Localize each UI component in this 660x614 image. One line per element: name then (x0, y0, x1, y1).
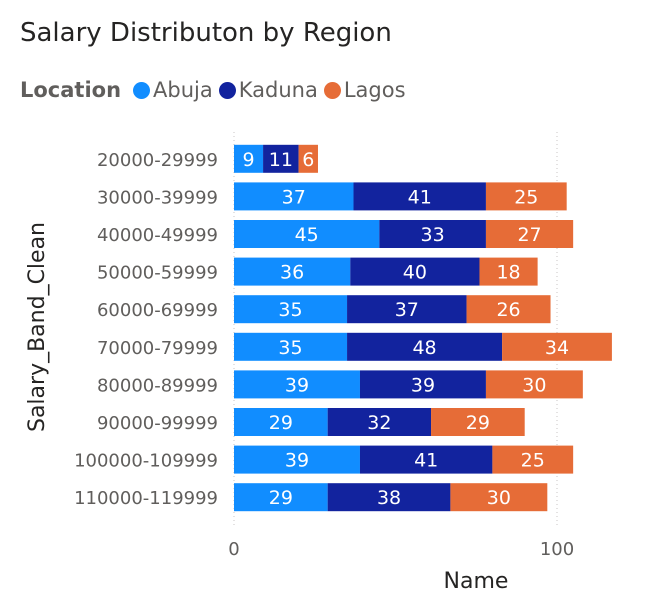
bar-abuja[interactable] (234, 220, 380, 248)
bar-kaduna[interactable] (353, 182, 486, 211)
data-label: 41 (408, 186, 432, 208)
bar-abuja[interactable] (234, 445, 360, 474)
data-label: 48 (412, 337, 436, 359)
data-label: 32 (367, 412, 391, 434)
legend-label-abuja: Abuja (153, 78, 213, 102)
category-label: 20000-29999 (97, 150, 218, 171)
bar-lagos[interactable] (466, 295, 551, 324)
bar-lagos[interactable] (492, 445, 574, 474)
data-label: 45 (295, 224, 319, 246)
bar-lagos[interactable] (485, 220, 574, 248)
bar-lagos[interactable] (502, 332, 612, 361)
bars: 9 11 6 37 41 25 45 33 27 36 40 18 35 37 26 35 48 34 39 39 30… (234, 144, 612, 512)
bar-kaduna[interactable] (327, 408, 432, 436)
legend-swatch-lagos (323, 81, 341, 99)
legend-swatch-abuja (133, 81, 151, 99)
data-label: 25 (521, 450, 545, 472)
bar-lagos[interactable] (431, 408, 525, 436)
bar-kaduna[interactable] (379, 220, 486, 248)
chart-title: Salary Distributon by Region (20, 18, 392, 48)
bar-kaduna[interactable] (347, 295, 467, 324)
legend-item-kaduna[interactable]: Kaduna (218, 78, 318, 102)
category-label: 40000-49999 (97, 225, 218, 246)
data-label: 25 (514, 186, 538, 208)
data-label: 39 (285, 450, 309, 472)
legend: Location Abuja Kaduna Lagos (20, 76, 412, 104)
data-label: 35 (278, 299, 302, 321)
legend-item-abuja[interactable]: Abuja (133, 78, 213, 102)
bar-abuja[interactable] (234, 408, 328, 436)
bar-abuja[interactable] (234, 370, 360, 399)
bar-kaduna[interactable] (350, 257, 480, 286)
data-label: 37 (395, 299, 419, 321)
bar-abuja[interactable] (234, 182, 354, 211)
category-label: 110000-119999 (74, 488, 218, 509)
x-tick-labels: 0 100 (228, 539, 574, 560)
legend-item-lagos[interactable]: Lagos (323, 78, 406, 102)
x-axis-title: Name (444, 569, 509, 594)
data-label: 34 (545, 337, 569, 359)
bar-abuja[interactable] (234, 144, 264, 173)
legend-title: Location (20, 78, 122, 102)
data-label: 18 (496, 262, 520, 284)
data-label: 29 (466, 412, 490, 434)
bar-lagos[interactable] (485, 370, 583, 399)
category-label: 90000-99999 (97, 413, 218, 434)
category-label: 100000-109999 (74, 451, 218, 472)
data-label: 38 (377, 487, 401, 509)
bar-abuja[interactable] (234, 295, 348, 324)
bar-lagos[interactable] (479, 257, 538, 286)
category-label: 30000-39999 (97, 187, 218, 208)
y-axis-title: Salary_Band_Clean (25, 222, 50, 432)
data-label: 9 (242, 149, 254, 171)
legend-label-lagos: Lagos (343, 78, 406, 102)
data-label: 29 (269, 487, 293, 509)
data-label: 30 (487, 487, 511, 509)
data-label: 26 (496, 299, 520, 321)
data-label: 37 (282, 186, 306, 208)
legend-label-kaduna: Kaduna (238, 78, 318, 102)
bar-abuja[interactable] (234, 332, 348, 361)
data-label: 40 (403, 262, 427, 284)
bar-kaduna[interactable] (359, 445, 493, 474)
bar-abuja[interactable] (234, 483, 328, 512)
bar-abuja[interactable] (234, 257, 351, 286)
data-label: 39 (285, 374, 309, 396)
data-label: 36 (280, 262, 304, 284)
category-label: 50000-59999 (97, 263, 218, 284)
data-label: 11 (269, 149, 293, 171)
x-tick-label: 0 (228, 539, 239, 560)
data-label: 35 (278, 337, 302, 359)
bar-lagos[interactable] (485, 182, 567, 211)
data-label: 29 (269, 412, 293, 434)
data-label: 30 (522, 374, 546, 396)
bar-kaduna[interactable] (359, 370, 486, 399)
category-labels: 20000-29999 30000-39999 40000-49999 50000-5… (74, 150, 218, 509)
bar-lagos[interactable] (450, 483, 548, 512)
category-label: 70000-79999 (97, 338, 218, 359)
data-label: 27 (517, 224, 541, 246)
legend-swatch-kaduna (218, 81, 236, 99)
data-label: 6 (302, 149, 314, 171)
data-label: 33 (421, 224, 445, 246)
category-label: 80000-89999 (97, 375, 218, 396)
category-label: 60000-69999 (97, 300, 218, 321)
bar-lagos[interactable] (298, 144, 318, 173)
bar-kaduna[interactable] (327, 483, 451, 512)
bar-kaduna[interactable] (347, 332, 503, 361)
data-label: 39 (411, 374, 435, 396)
x-tick-label: 100 (540, 539, 574, 560)
bar-kaduna[interactable] (263, 144, 299, 173)
data-label: 41 (414, 450, 438, 472)
